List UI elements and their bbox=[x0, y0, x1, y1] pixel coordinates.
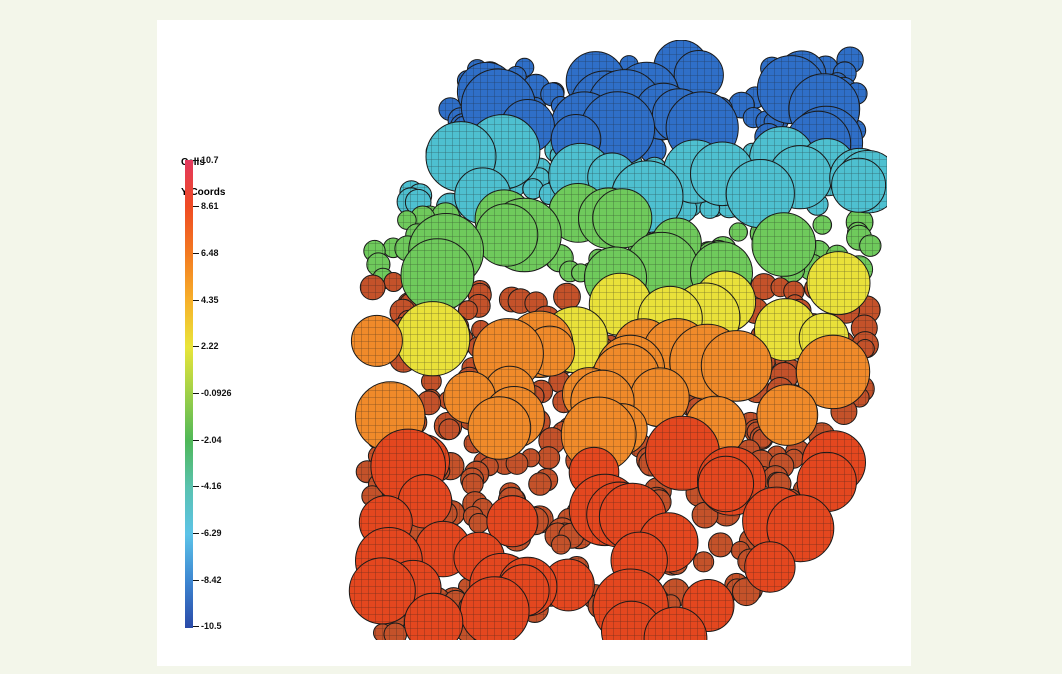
legend-tick: 2.22 bbox=[193, 341, 219, 351]
cell-mesh-overlay bbox=[751, 273, 777, 300]
cell-mesh-overlay bbox=[592, 188, 652, 248]
legend-tick: -6.29 bbox=[193, 528, 222, 538]
colorbar bbox=[185, 160, 193, 628]
cell-mesh-overlay bbox=[469, 513, 489, 533]
cell-mesh-overlay bbox=[528, 472, 552, 496]
cell-mesh-overlay bbox=[756, 384, 818, 446]
cell-mesh-overlay bbox=[349, 557, 416, 624]
cell-mesh-overlay bbox=[859, 235, 881, 257]
cell-mesh-overlay bbox=[674, 50, 724, 100]
cell-mesh-overlay bbox=[831, 158, 886, 213]
cell-spheres bbox=[348, 40, 887, 640]
cell-mesh-overlay bbox=[807, 251, 870, 315]
cell-mesh-overlay bbox=[630, 367, 690, 427]
cell-mesh-overlay bbox=[462, 473, 484, 495]
cell-mesh-overlay bbox=[726, 159, 795, 228]
cell-mesh-overlay bbox=[404, 593, 463, 640]
cell-mesh-overlay bbox=[553, 283, 581, 311]
cell-mesh-overlay bbox=[767, 494, 834, 562]
cell-mesh-overlay bbox=[813, 215, 832, 235]
cell-mesh-overlay bbox=[693, 551, 714, 572]
cell-mesh-overlay bbox=[421, 371, 442, 392]
legend-tick: -2.04 bbox=[193, 435, 222, 445]
cell-mesh-overlay bbox=[351, 315, 403, 367]
cell-mesh-overlay bbox=[744, 541, 796, 593]
cell-mesh-overlay bbox=[698, 456, 754, 512]
cell-mesh-overlay bbox=[384, 623, 407, 640]
cell-mesh-overlay bbox=[729, 222, 748, 242]
legend-tick: -10.5 bbox=[193, 621, 222, 631]
legend-tick: 8.61 bbox=[193, 201, 219, 211]
cell-aggregate-render bbox=[348, 40, 887, 640]
legend-tick: -8.42 bbox=[193, 575, 222, 585]
cell-mesh-overlay bbox=[468, 396, 531, 460]
legend-title-line2: Y-Coords bbox=[181, 187, 226, 198]
cell-mesh-overlay bbox=[384, 272, 404, 292]
legend-tick: 6.48 bbox=[193, 248, 219, 258]
figure-panel: Cells Y-Coords 10.7 8.61 6.48 4.35 2.22 … bbox=[157, 20, 911, 666]
cell-mesh-overlay bbox=[551, 535, 571, 555]
cell-mesh-overlay bbox=[401, 238, 474, 312]
cell-mesh-overlay bbox=[486, 495, 538, 547]
cell-mesh-overlay bbox=[522, 178, 544, 199]
cell-mesh-overlay bbox=[460, 576, 530, 640]
legend-tick: -4.16 bbox=[193, 481, 222, 491]
cell-mesh-overlay bbox=[506, 452, 528, 475]
cell-mesh-overlay bbox=[708, 532, 733, 557]
cell-mesh-overlay bbox=[475, 203, 538, 267]
cell-mesh-overlay bbox=[395, 301, 470, 376]
cell-mesh-overlay bbox=[439, 419, 460, 440]
cell-mesh-overlay bbox=[701, 330, 772, 402]
cell-mesh-overlay bbox=[542, 559, 595, 611]
legend-tick: 10.7 bbox=[193, 155, 219, 165]
cell-mesh-overlay bbox=[796, 335, 870, 409]
cell-mesh-overlay bbox=[644, 607, 707, 640]
legend-tick: 4.35 bbox=[193, 295, 219, 305]
cell-mesh-overlay bbox=[360, 275, 386, 300]
cell-mesh-overlay bbox=[537, 446, 560, 469]
cell-mesh-overlay bbox=[752, 212, 816, 277]
cell-mesh-overlay bbox=[458, 300, 478, 320]
color-legend: Cells Y-Coords 10.7 8.61 6.48 4.35 2.22 … bbox=[181, 138, 291, 638]
legend-tick: -0.0926 bbox=[193, 388, 232, 398]
